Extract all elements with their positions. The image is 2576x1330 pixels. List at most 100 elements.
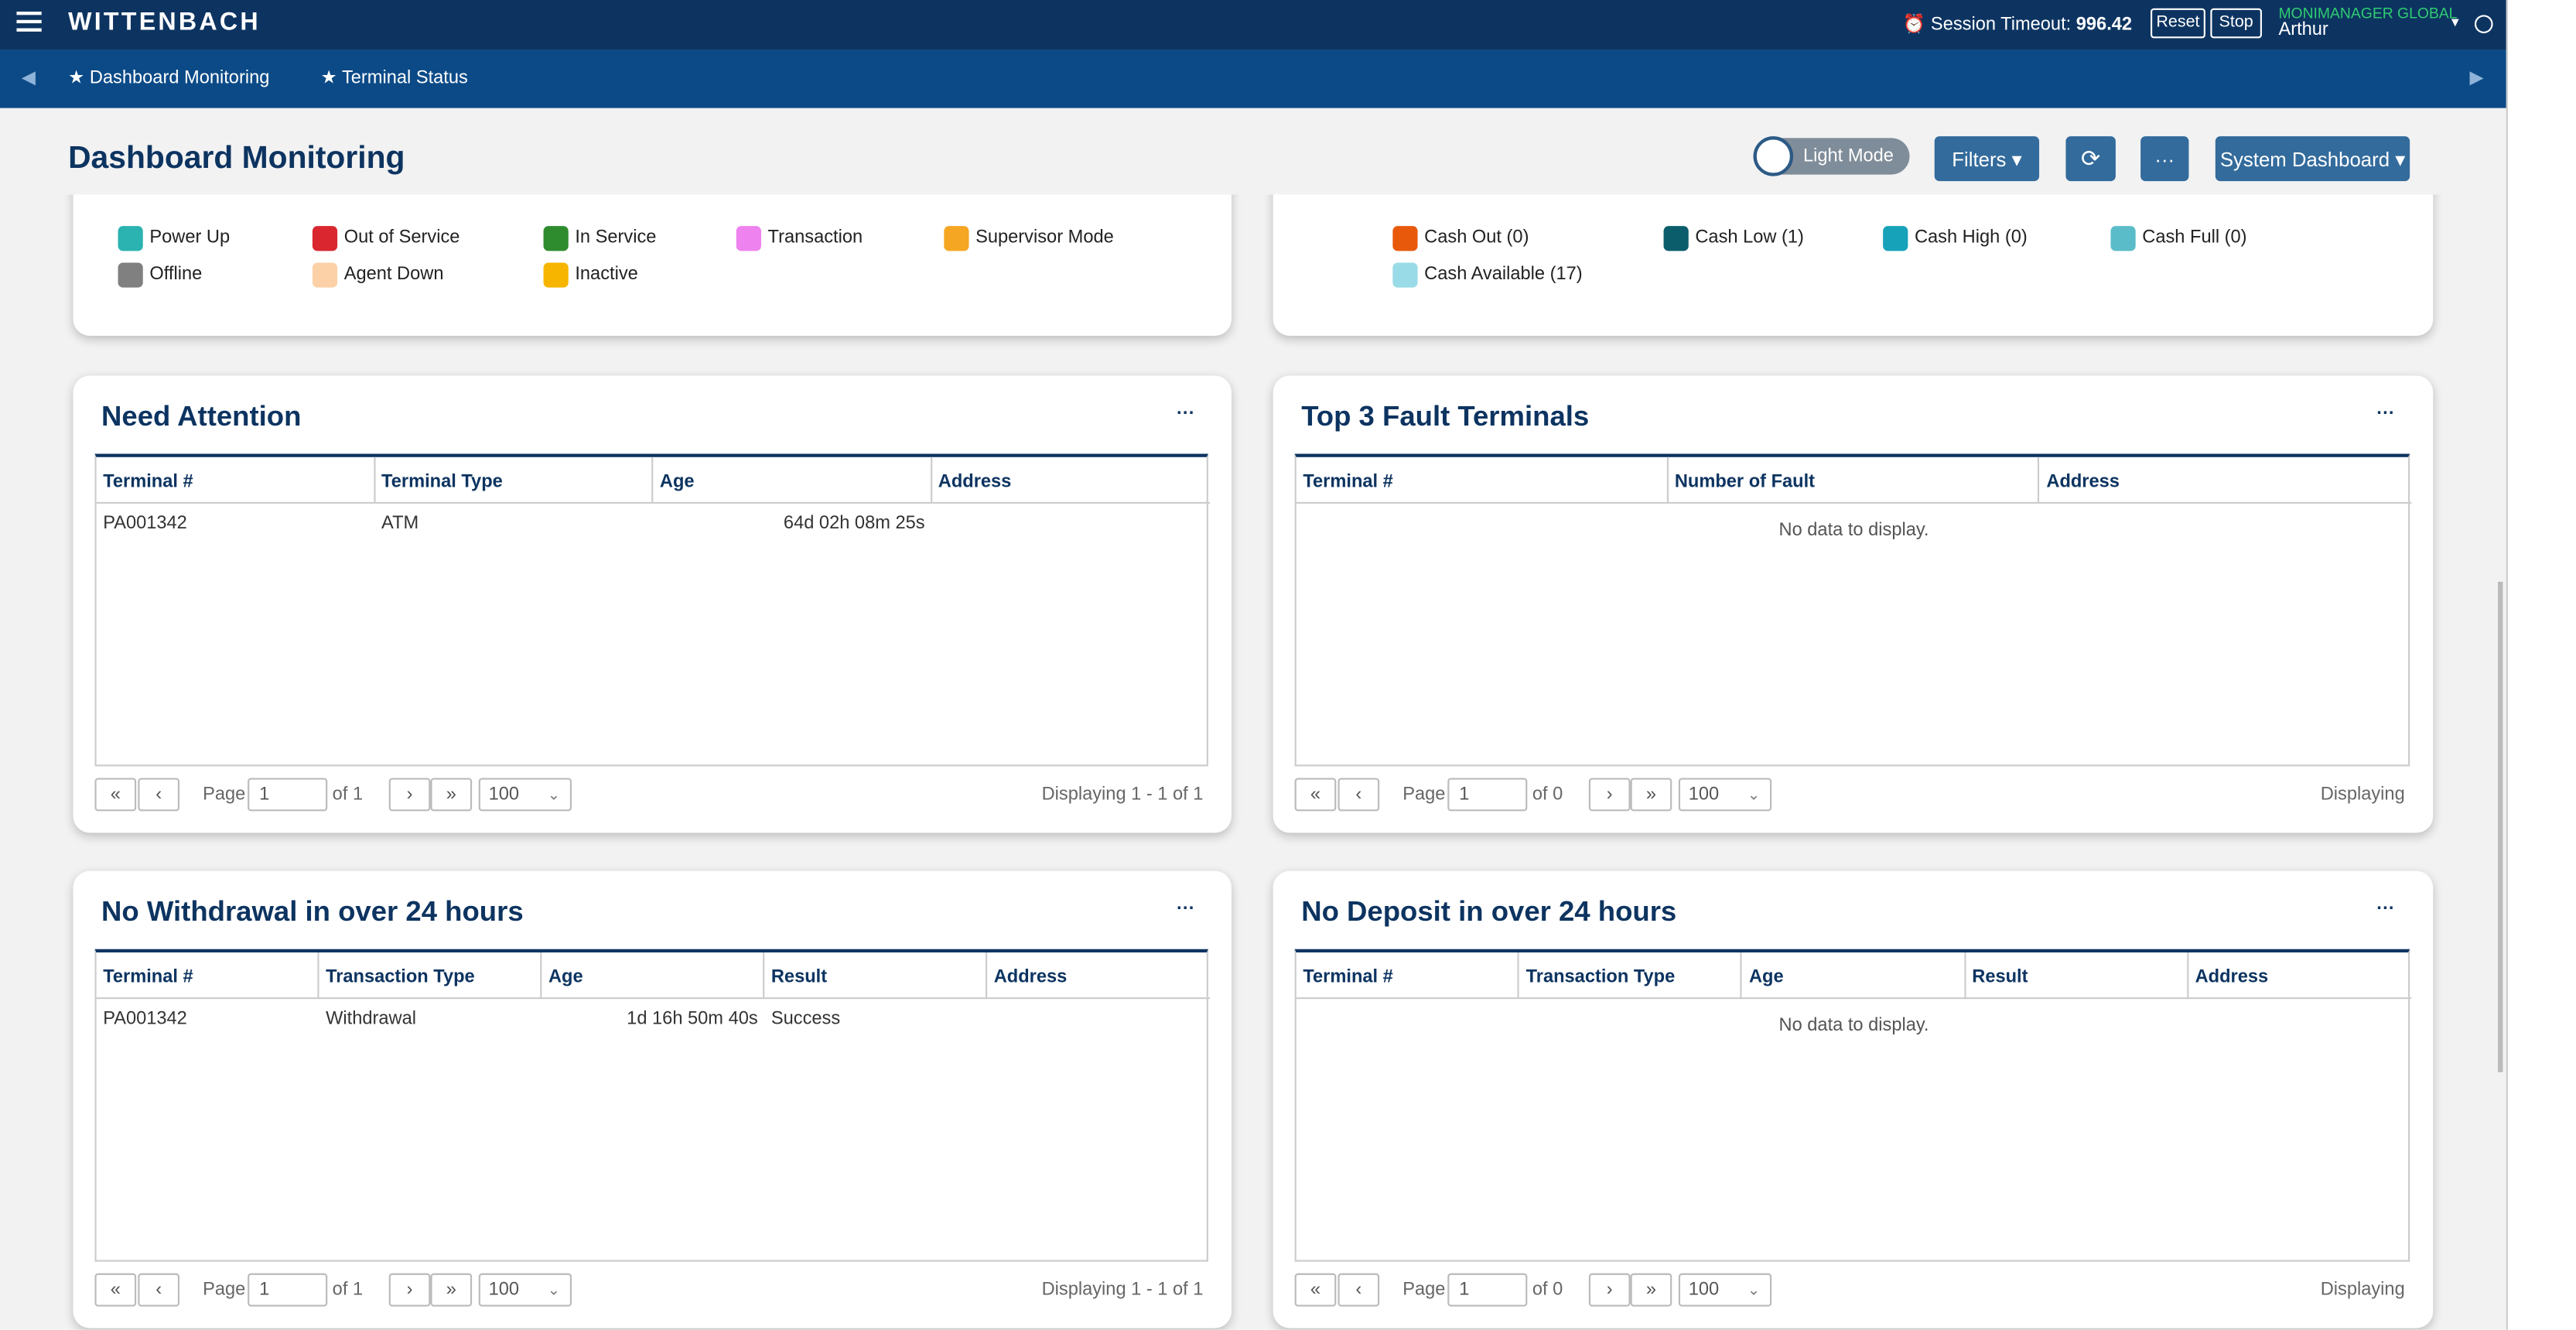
column-header: Address [987,952,1211,1000]
mode-toggle[interactable]: Light Mode [1753,136,1910,176]
column-header: Terminal Type [374,456,654,504]
pager-button[interactable]: ‹ [138,778,180,812]
brand: WITTENBACH [68,8,261,37]
empty-message: No data to display. [1778,1015,1929,1036]
cell: 64d 02h 08m 25s [783,513,925,534]
legend-label: Offline [149,264,203,285]
panel-title: Top 3 Fault Terminals [1301,400,1590,433]
nav-left[interactable]: ◀ [21,68,36,88]
user[interactable]: Arthur [2278,19,2328,40]
column-header: Result [764,952,988,1000]
panel: Need Attention ··· Terminal # Terminal Type… [73,375,1232,833]
edge [2506,0,2508,1330]
legend-swatch [736,226,761,251]
legend-label: Supervisor Mode [975,227,1114,248]
user-caret[interactable]: ▾ [2451,13,2459,30]
pager-button[interactable]: › [388,1273,431,1307]
more-button[interactable]: ··· [2140,136,2189,182]
pager-button[interactable]: « [94,778,137,812]
legend-swatch [1392,262,1418,288]
legend-label: Cash Out (0) [1424,227,1529,248]
legend-item: Cash High (0) [1883,226,2116,252]
cell: Withdrawal [326,1009,416,1029]
cell: PA001342 [103,1009,187,1029]
nav-right[interactable]: ▶ [2469,68,2484,88]
column-header: Address [2039,457,2412,504]
refresh-button[interactable]: ⟳ [2065,136,2116,182]
legend-label: Cash Full (0) [2142,227,2247,248]
legend-item: Transaction [736,226,969,252]
pager-button[interactable]: ‹ [1338,1273,1380,1307]
page-input[interactable]: 1 [1447,1273,1528,1307]
panel-menu[interactable]: ··· [1177,899,1195,920]
pager-label: Page [1402,1280,1446,1301]
panel: No Withdrawal in over 24 hours ··· Termina… [73,870,1232,1328]
panel-menu[interactable]: ··· [2376,404,2395,424]
mode-label: Light Mode [1803,146,1894,166]
panel-menu[interactable]: ··· [2376,899,2395,920]
pager-button[interactable]: ‹ [1338,778,1380,812]
page-input[interactable]: 1 [248,1273,328,1307]
page-size[interactable]: 100 ⌄ [1678,778,1772,812]
panel-menu[interactable]: ··· [1177,404,1195,424]
legend-label: Cash High (0) [1914,227,2028,248]
filters-label: Filters [1952,147,2007,171]
pager-button[interactable]: › [1588,1273,1631,1307]
tab[interactable]: ★ Dashboard Monitoring [68,68,270,88]
legend-label: Power Up [149,227,231,248]
pager-button[interactable]: › [388,778,431,812]
page-size[interactable]: 100 ⌄ [1678,1273,1772,1307]
legend-swatch [1883,226,1908,251]
page-input[interactable]: 1 [1447,778,1528,812]
legend-swatch [1392,226,1418,251]
legend-item: In Service [543,226,777,252]
page-total: of 1 [332,785,364,805]
stop-button[interactable]: Stop [2210,8,2262,39]
displaying: Displaying 1 - 1 of 1 [1041,785,1204,805]
column-header: Terminal # [96,456,375,504]
displaying: Displaying 1 - 1 of 1 [1041,1280,1204,1301]
column-header: Address [931,457,1211,504]
session: ⏰ Session Timeout: 996.42 [1902,15,2133,36]
pager-button[interactable]: » [430,1273,473,1307]
pager-button[interactable]: › [1588,778,1631,812]
legend-card: Cash Out (0) Cash Low (1) Cash High (0) Cas… [1273,194,2434,336]
legend-item: Cash Out (0) [1392,226,1625,252]
filters-button[interactable]: Filters ▾ [1934,136,2040,182]
pager-button[interactable]: » [430,778,473,812]
page-size-caret: ⌄ [1747,1281,1761,1298]
session-value: 996.42 [2075,15,2133,36]
pager-button[interactable]: » [1630,778,1672,812]
legend-item: Supervisor Mode [944,226,1177,252]
panel: No Deposit in over 24 hours ··· Terminal #… [1273,870,2434,1328]
reset-button[interactable]: Reset [2151,8,2205,39]
toggle-knob [1753,136,1794,176]
panel-title: No Withdrawal in over 24 hours [101,895,524,928]
menu-icon[interactable] [16,12,42,15]
pager-button[interactable]: « [1294,778,1337,812]
page-total: of 0 [1532,785,1563,805]
legend-swatch [312,262,338,288]
scrollbar [2498,581,2503,1072]
page-size[interactable]: 100 ⌄ [478,1273,572,1307]
page-total: of 1 [332,1280,364,1301]
top-bar: WITTENBACH ⏰ Session Timeout: 996.42 Res… [0,0,2506,50]
pager-button[interactable]: ‹ [138,1273,180,1307]
cell: ATM [381,513,419,534]
legend-label: Out of Service [343,227,460,248]
pager-button[interactable]: « [1294,1273,1337,1307]
info-icon[interactable] [2474,15,2493,33]
page-size[interactable]: 100 ⌄ [478,778,572,812]
legend-item: Cash Available (17) [1392,262,1625,289]
pager-button[interactable]: » [1630,1273,1672,1307]
table: Terminal # Terminal Type Age Address PA00134… [94,453,1211,767]
dashboard-button[interactable]: System Dashboard ▾ [2215,136,2410,182]
displaying: Displaying [2320,1280,2405,1301]
legend-swatch [118,262,143,288]
tab[interactable]: ★ Terminal Status [320,68,468,88]
legend-item: Offline [118,262,351,289]
session-label: Session Timeout: [1930,15,2072,36]
pager-button[interactable]: « [94,1273,137,1307]
page-input[interactable]: 1 [248,778,328,812]
